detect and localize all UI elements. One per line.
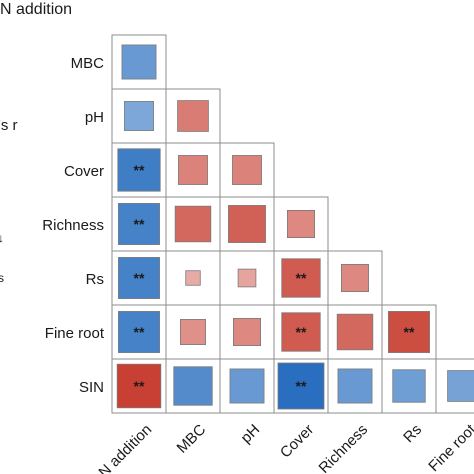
corr-square [447,370,474,402]
corr-cell [327,358,383,414]
corr-square [177,100,209,132]
significance-marker: ** [134,378,145,394]
corr-cell: ** [273,250,329,306]
row-label: SIN [79,379,104,396]
legend-fragment: 's r [0,117,18,134]
significance-marker: ** [134,324,145,340]
corr-cell [165,358,221,414]
significance-marker: ** [134,216,145,232]
col-label: Cover [277,421,317,461]
corr-square [229,368,265,404]
corr-cell [111,88,167,144]
corr-square [173,366,213,406]
corr-square [277,362,325,410]
corr-square [116,363,162,409]
col-label: Fine root [425,421,474,474]
corr-square [124,101,154,131]
row-label: pH [85,109,104,126]
corr-cell: ** [111,304,167,360]
corr-square [117,148,161,192]
row-label: Rs [86,271,104,288]
corr-cell [327,250,383,306]
corr-cell: ** [111,250,167,306]
significance-marker: ** [134,162,145,178]
corr-square [388,311,430,353]
col-label: N addition [95,421,155,474]
corr-square [121,44,157,80]
corr-square [228,205,266,243]
corr-cell [435,358,474,414]
corr-square [232,317,262,347]
corr-square [337,368,373,404]
legend-remnant: ↓ s [0,231,4,285]
significance-marker: ** [404,324,415,340]
corr-square [180,319,206,345]
col-label: pH [238,421,264,447]
corr-cell: ** [111,196,167,252]
row-label: Cover [64,163,104,180]
corr-cell [273,196,329,252]
corr-square [392,369,426,403]
corr-square [185,270,201,286]
corr-cell [165,142,221,198]
corr-cell: ** [111,358,167,414]
row-label: MBC [71,55,105,72]
corr-cell [111,34,167,90]
corr-cell [165,250,221,306]
row-label: Fine root [45,325,105,342]
corr-square [232,155,262,185]
corr-cell [381,358,437,414]
legend-glyph: ↓ [0,231,4,245]
corr-cell: ** [273,304,329,360]
significance-marker: ** [134,270,145,286]
corr-cell: ** [111,142,167,198]
corr-cell [219,358,275,414]
corr-square [118,203,160,245]
corr-cell [219,196,275,252]
corr-cell [165,88,221,144]
col-label: Rs [400,421,425,446]
corr-square [237,268,257,288]
corr-cell [219,304,275,360]
corr-cell [219,142,275,198]
legend-glyph: s [0,271,4,285]
corr-square [118,257,160,299]
corr-cell [165,304,221,360]
chart-title: N addition [0,1,72,18]
col-label: MBC [174,421,210,457]
significance-marker: ** [296,270,307,286]
corr-cell [219,250,275,306]
corr-cell: ** [381,304,437,360]
significance-marker: ** [296,324,307,340]
significance-marker: ** [296,378,307,394]
corr-cell [165,196,221,252]
corr-square [174,205,212,243]
row-label: Richness [42,217,104,234]
corr-square [286,209,316,239]
corr-cell: ** [273,358,329,414]
cell-frame [165,304,221,360]
corr-square [336,313,374,351]
corr-square [340,263,370,293]
corr-square [178,155,208,185]
corr-square [281,258,321,298]
corr-square [118,311,160,353]
col-label: Richness [316,421,372,474]
corr-cell [327,304,383,360]
corr-square [281,312,321,352]
